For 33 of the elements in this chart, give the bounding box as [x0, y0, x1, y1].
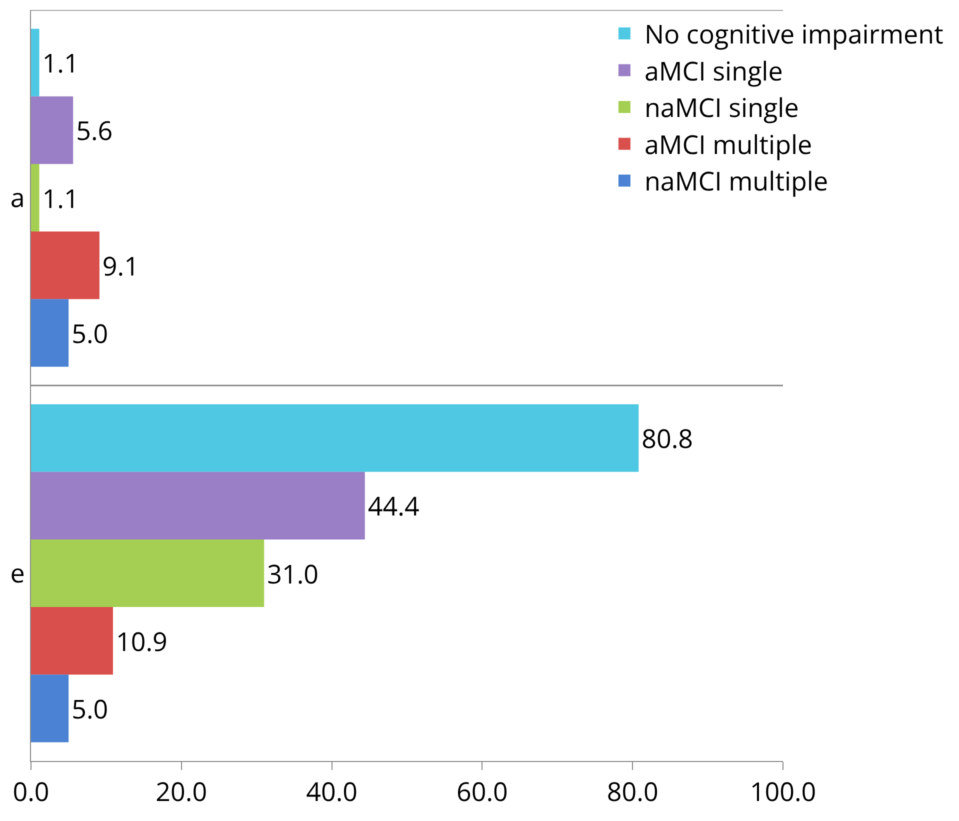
x-tick-label: 60.0 — [456, 773, 508, 810]
legend-label: naMCI single — [644, 89, 799, 126]
bar — [31, 404, 639, 472]
legend-label: No cognitive impairment — [644, 16, 944, 52]
data-label: 10.9 — [116, 622, 168, 659]
data-label: 5.0 — [72, 314, 108, 351]
data-label: 80.8 — [642, 420, 694, 456]
bar — [31, 164, 40, 232]
data-label: 9.1 — [102, 247, 139, 284]
bar — [31, 472, 365, 540]
y-tick-label: a — [10, 178, 25, 215]
x-tick-label: 0.0 — [12, 773, 50, 810]
bar — [31, 674, 69, 742]
bar — [31, 607, 113, 675]
data-label: 1.1 — [42, 44, 79, 81]
bar — [31, 299, 69, 367]
data-label: 5.0 — [72, 690, 108, 726]
legend-label: aMCI single — [644, 52, 783, 88]
data-label: 31.0 — [267, 555, 319, 592]
x-tick-label: 80.0 — [606, 773, 658, 810]
x-tick-label: 20.0 — [156, 773, 208, 810]
data-label: 44.4 — [368, 488, 420, 524]
bar — [31, 232, 100, 300]
data-label: 1.1 — [42, 180, 79, 216]
legend-label: naMCI multiple — [644, 162, 828, 199]
x-tick-label: 100.0 — [750, 773, 816, 810]
legend-label: aMCI multiple — [644, 126, 812, 162]
x-tick-label: 40.0 — [306, 773, 358, 810]
y-tick-label: e — [10, 554, 25, 590]
bar — [31, 28, 40, 96]
bar — [31, 96, 74, 164]
bar — [31, 539, 264, 608]
data-label: 5.6 — [76, 112, 113, 148]
